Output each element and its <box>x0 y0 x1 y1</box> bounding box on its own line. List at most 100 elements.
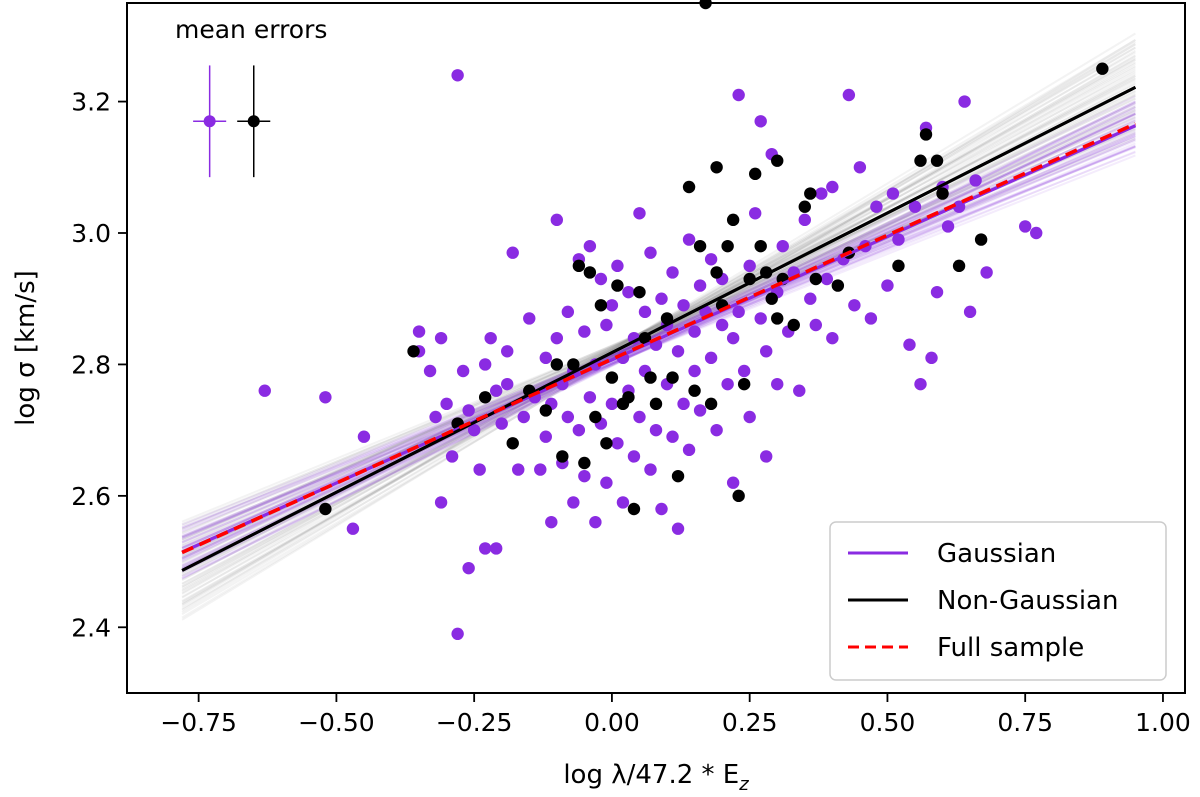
gaussian-point <box>726 331 740 345</box>
nongaussian-point <box>550 358 564 371</box>
legend-label-gaussian: Gaussian <box>937 539 1056 569</box>
gaussian-point <box>842 88 856 102</box>
nongaussian-point <box>726 213 740 227</box>
gaussian-point <box>848 299 861 312</box>
nongaussian-point <box>611 279 624 292</box>
gaussian-point <box>534 463 547 476</box>
gaussian-point <box>467 423 481 437</box>
nongaussian-posterior-line <box>181 32 1136 611</box>
nongaussian-point <box>605 371 619 384</box>
gaussian-point <box>655 502 668 516</box>
nongaussian-posterior-line <box>181 138 1136 534</box>
nongaussian-posterior-line <box>181 97 1136 552</box>
gaussian-point <box>512 463 525 476</box>
gaussian-point <box>732 305 745 319</box>
nongaussian-point <box>572 259 586 273</box>
x-tick-label: −0.25 <box>436 708 513 737</box>
gaussian-point <box>462 404 475 417</box>
nongaussian-posterior-line <box>181 54 1136 610</box>
nongaussian-point <box>633 285 646 299</box>
gaussian-point <box>605 397 619 411</box>
nongaussian-point <box>831 279 845 292</box>
gaussian-point <box>644 246 657 259</box>
y-tick-label: 3.0 <box>71 219 111 248</box>
nongaussian-point <box>578 456 591 470</box>
gaussian-point <box>583 239 597 253</box>
gaussian-point <box>793 384 806 397</box>
gaussian-point <box>776 239 789 253</box>
gaussian-point <box>616 496 630 509</box>
nongaussian-posterior-line <box>181 61 1136 588</box>
nongaussian-mean-error-point <box>247 115 260 128</box>
nongaussian-posterior-line <box>181 87 1136 581</box>
gaussian-point <box>826 180 839 194</box>
gaussian-point <box>539 351 552 365</box>
nongaussian-posterior-line <box>181 79 1136 570</box>
gaussian-point <box>693 404 707 417</box>
nongaussian-point <box>693 239 707 253</box>
nongaussian-point <box>622 391 635 404</box>
gaussian-mean-error-point <box>203 115 216 128</box>
nongaussian-point <box>798 200 811 213</box>
nongaussian-posterior-line <box>181 58 1136 591</box>
nongaussian-posterior-line <box>181 59 1136 595</box>
nongaussian-posterior-line <box>181 74 1136 588</box>
gaussian-point <box>429 410 442 424</box>
gaussian-point <box>484 331 497 345</box>
gaussian-point <box>941 220 955 233</box>
gaussian-point <box>451 627 464 641</box>
gaussian-point <box>671 522 685 535</box>
gaussian-point <box>677 397 690 411</box>
nongaussian-point <box>754 239 767 253</box>
gaussian-point <box>489 384 503 397</box>
gaussian-posterior-line <box>181 146 1136 526</box>
gaussian-posterior-line <box>181 119 1136 550</box>
gaussian-point <box>671 345 685 358</box>
gaussian-point <box>914 377 927 391</box>
mean-errors-label: mean errors <box>175 15 327 44</box>
gaussian-point <box>319 391 332 404</box>
y-axis-label: log σ [km/s] <box>11 270 41 426</box>
gaussian-point <box>473 463 486 476</box>
x-axis-label-subscript: z <box>738 774 749 795</box>
gaussian-point <box>760 345 773 358</box>
gaussian-point <box>462 561 475 575</box>
gaussian-point <box>456 364 470 378</box>
nongaussian-posterior-line <box>181 125 1136 540</box>
gaussian-point <box>594 272 608 286</box>
gaussian-point <box>501 345 514 358</box>
x-tick-label: 0.00 <box>584 708 640 737</box>
nongaussian-point <box>556 450 569 463</box>
gaussian-point <box>600 476 613 489</box>
nongaussian-point <box>583 266 597 279</box>
gaussian-point <box>881 279 894 292</box>
nongaussian-point <box>699 0 712 10</box>
gaussian-point <box>346 522 360 535</box>
gaussian-point <box>853 161 867 174</box>
gaussian-point <box>517 410 530 424</box>
nongaussian-point <box>974 233 988 246</box>
gaussian-point <box>622 285 635 299</box>
gaussian-point <box>704 351 718 365</box>
nongaussian-posterior-line <box>181 72 1136 592</box>
nongaussian-point <box>914 154 927 167</box>
gaussian-point <box>633 410 646 424</box>
nongaussian-point <box>649 397 663 411</box>
nongaussian-point <box>407 345 420 358</box>
nongaussian-point <box>721 239 734 253</box>
nongaussian-posterior-line <box>181 90 1136 575</box>
y-tick-label: 2.6 <box>71 482 111 511</box>
gaussian-point <box>478 358 492 371</box>
nongaussian-point <box>930 154 944 167</box>
gaussian-point <box>633 207 646 220</box>
nongaussian-posterior-line <box>181 65 1136 582</box>
nongaussian-point <box>710 266 723 279</box>
gaussian-point <box>886 187 900 200</box>
gaussian-point <box>815 187 828 200</box>
gaussian-point <box>754 312 767 325</box>
gaussian-point <box>693 279 707 292</box>
nongaussian-posterior-line <box>181 43 1136 606</box>
gaussian-point <box>666 430 679 443</box>
nongaussian-point <box>1096 62 1109 75</box>
x-tick-label: −0.50 <box>298 708 375 737</box>
